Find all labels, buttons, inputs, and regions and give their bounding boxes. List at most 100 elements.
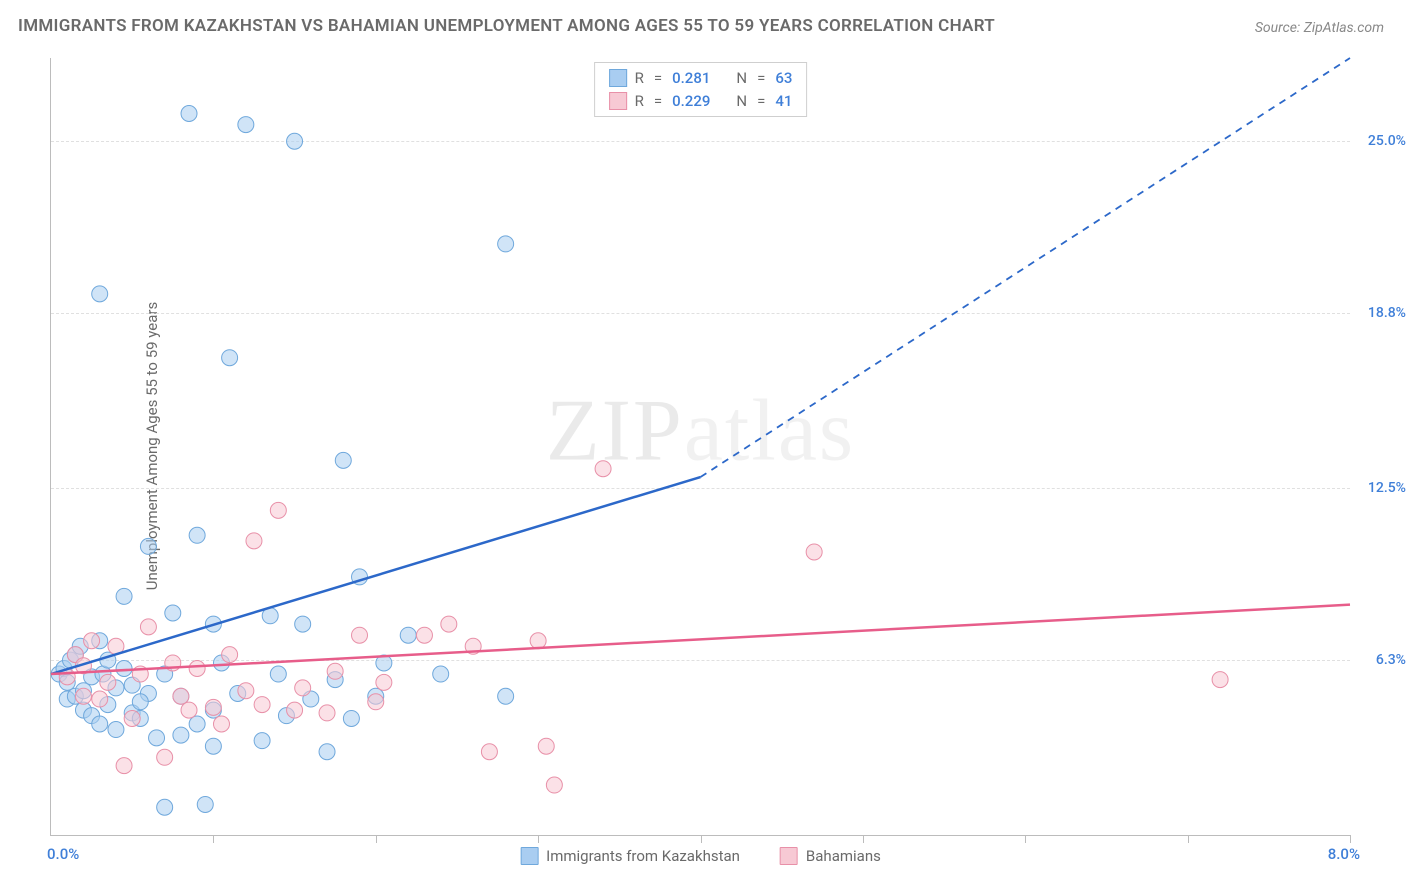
scatter-point — [287, 702, 303, 718]
scatter-point — [546, 777, 562, 793]
stats-n-label: N — [736, 90, 747, 113]
scatter-point — [157, 749, 173, 765]
x-origin-label: 0.0% — [47, 845, 79, 863]
scatter-point — [352, 627, 368, 643]
x-tick — [863, 835, 864, 843]
scatter-point — [108, 722, 124, 738]
x-tick — [376, 835, 377, 843]
chart-container: IMMIGRANTS FROM KAZAKHSTAN VS BAHAMIAN U… — [0, 0, 1406, 892]
scatter-point — [222, 647, 238, 663]
scatter-point — [498, 688, 514, 704]
y-tick-label: 25.0% — [1368, 133, 1406, 149]
scatter-point — [287, 133, 303, 149]
scatter-point — [400, 627, 416, 643]
scatter-point — [149, 730, 165, 746]
scatter-point — [254, 733, 270, 749]
scatter-point — [295, 616, 311, 632]
scatter-point — [433, 666, 449, 682]
scatter-point — [295, 680, 311, 696]
scatter-point — [530, 633, 546, 649]
scatter-point — [319, 744, 335, 760]
source-attribution: Source: ZipAtlas.com — [1255, 20, 1384, 36]
plot-area: ZIPatlas 6.3%12.5%18.8%25.0% 0.0% 8.0% R… — [50, 58, 1350, 836]
stats-swatch-icon — [609, 69, 627, 87]
scatter-point — [205, 699, 221, 715]
scatter-point — [441, 616, 457, 632]
scatter-point — [319, 705, 335, 721]
x-tick — [538, 835, 539, 843]
y-tick-label: 12.5% — [1368, 480, 1406, 496]
chart-title: IMMIGRANTS FROM KAZAKHSTAN VS BAHAMIAN U… — [18, 16, 995, 36]
scatter-point — [254, 697, 270, 713]
scatter-point — [222, 350, 238, 366]
y-tick-label: 6.3% — [1376, 652, 1406, 668]
scatter-point — [116, 588, 132, 604]
scatter-point — [327, 663, 343, 679]
scatter-point — [173, 688, 189, 704]
scatter-point — [246, 533, 262, 549]
scatter-point — [181, 702, 197, 718]
scatter-point — [75, 688, 91, 704]
stats-box: R= 0.281 N= 63 R= 0.229 N= 41 — [594, 62, 808, 117]
plot-svg — [51, 58, 1350, 835]
scatter-point — [335, 452, 351, 468]
scatter-point — [1212, 672, 1228, 688]
scatter-point — [181, 106, 197, 122]
stats-r-value: 0.229 — [672, 90, 710, 113]
scatter-point — [84, 633, 100, 649]
legend-label: Bahamians — [806, 847, 881, 865]
scatter-point — [140, 538, 156, 554]
scatter-point — [205, 738, 221, 754]
stats-row: R= 0.229 N= 41 — [609, 90, 793, 113]
scatter-point — [238, 117, 254, 133]
scatter-point — [189, 527, 205, 543]
y-tick-label: 18.8% — [1368, 305, 1406, 321]
stats-n-value: 63 — [775, 67, 792, 90]
scatter-point — [238, 683, 254, 699]
scatter-point — [173, 727, 189, 743]
scatter-point — [140, 619, 156, 635]
legend-item: Immigrants from Kazakhstan — [520, 847, 740, 865]
x-max-label: 8.0% — [1328, 845, 1360, 863]
scatter-point — [157, 799, 173, 815]
legend-label: Immigrants from Kazakhstan — [546, 847, 740, 865]
stats-n-label: N — [736, 67, 747, 90]
scatter-point — [92, 286, 108, 302]
legend-item: Bahamians — [780, 847, 881, 865]
legend-swatch-icon — [780, 847, 798, 865]
x-tick — [213, 835, 214, 843]
scatter-point — [197, 796, 213, 812]
scatter-point — [343, 710, 359, 726]
scatter-point — [538, 738, 554, 754]
scatter-point — [124, 710, 140, 726]
x-tick — [1350, 835, 1351, 843]
scatter-point — [595, 461, 611, 477]
scatter-point — [270, 502, 286, 518]
stats-n-value: 41 — [775, 90, 792, 113]
stats-r-label: R — [635, 90, 644, 113]
scatter-point — [368, 694, 384, 710]
scatter-point — [100, 674, 116, 690]
scatter-point — [481, 744, 497, 760]
x-tick — [1188, 835, 1189, 843]
scatter-point — [165, 605, 181, 621]
stats-r-value: 0.281 — [672, 67, 710, 90]
scatter-point — [270, 666, 286, 682]
scatter-point — [213, 716, 229, 732]
scatter-point — [189, 716, 205, 732]
x-tick — [1025, 835, 1026, 843]
scatter-point — [92, 691, 108, 707]
scatter-point — [498, 236, 514, 252]
x-tick — [701, 835, 702, 843]
scatter-point — [92, 716, 108, 732]
stats-row: R= 0.281 N= 63 — [609, 67, 793, 90]
scatter-point — [416, 627, 432, 643]
scatter-point — [132, 694, 148, 710]
stats-swatch-icon — [609, 92, 627, 110]
scatter-point — [116, 661, 132, 677]
stats-r-label: R — [635, 67, 644, 90]
scatter-point — [806, 544, 822, 560]
scatter-point — [376, 674, 392, 690]
scatter-point — [116, 758, 132, 774]
trend-line — [701, 58, 1351, 477]
